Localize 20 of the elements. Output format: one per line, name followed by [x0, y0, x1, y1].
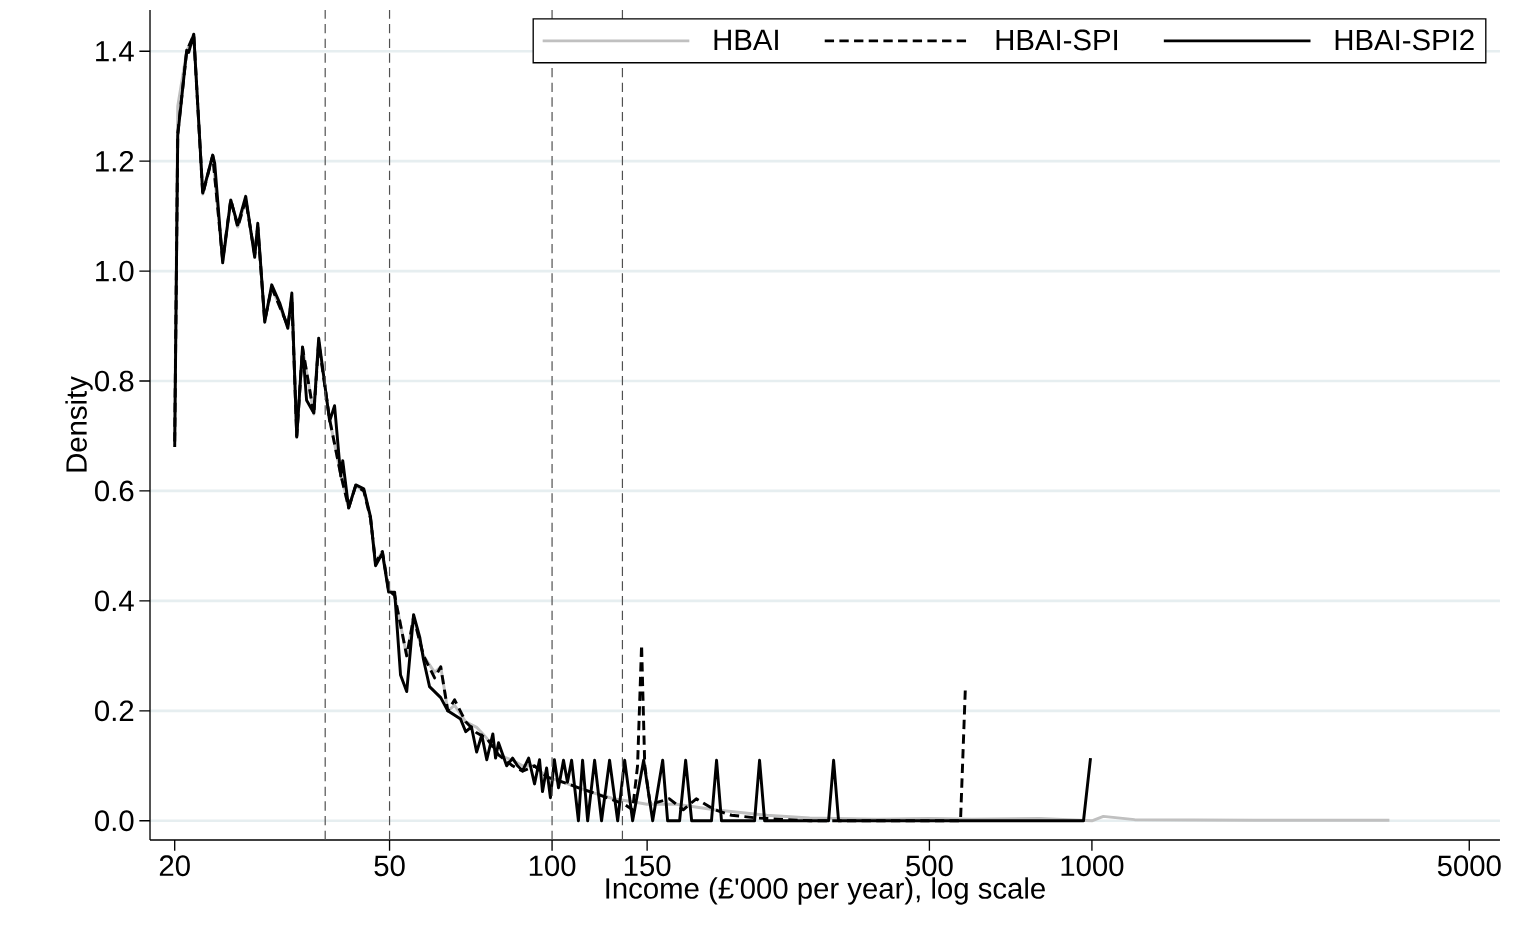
- y-tick-label: 1.2: [96, 150, 134, 172]
- x-tick-label: 5000: [1437, 855, 1501, 877]
- x-tick-label: 50: [374, 855, 405, 877]
- y-tick-label: 0.2: [95, 700, 134, 722]
- x-tick-label: 20: [159, 855, 190, 877]
- x-tick-label: 500: [906, 855, 953, 877]
- legend-label: HBAI: [714, 29, 778, 50]
- y-tick-label: 0.6: [95, 480, 134, 502]
- x-tick-label: 100: [529, 855, 576, 877]
- y-tick-label: 0.4: [95, 590, 134, 612]
- x-axis-title: Income (£'000 per year), log scale: [606, 877, 1045, 905]
- y-tick-label: 0.0: [95, 810, 134, 832]
- y-axis-title: Density: [65, 376, 93, 472]
- x-tick-label: 150: [624, 855, 671, 877]
- legend-label: HBAI-SPI2: [1335, 29, 1474, 51]
- y-tick-label: 1.0: [96, 260, 134, 282]
- legend-label: HBAI-SPI: [996, 29, 1117, 51]
- y-tick-label: 0.8: [95, 370, 134, 392]
- y-tick-label: 1.4: [96, 41, 134, 62]
- x-tick-label: 1000: [1061, 855, 1124, 877]
